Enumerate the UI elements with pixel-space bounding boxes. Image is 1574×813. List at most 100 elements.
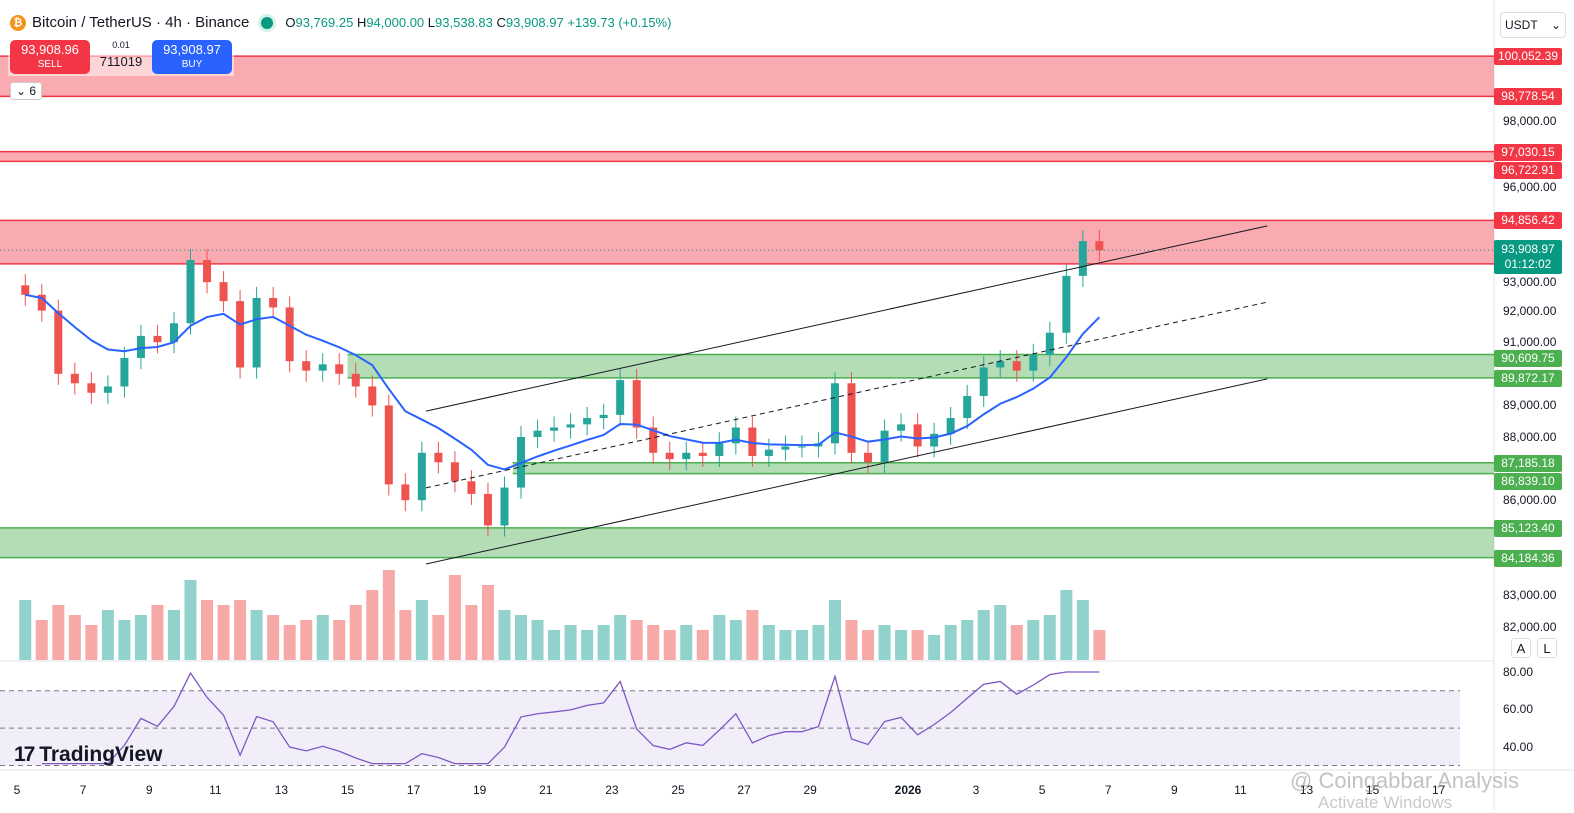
volume-bar <box>167 610 180 660</box>
candle <box>434 452 443 463</box>
zone-price-label: 85,123.40 <box>1494 519 1562 537</box>
volume-bar <box>944 625 957 660</box>
activation-notice: Activate Windows <box>1318 793 1453 812</box>
volume-bar <box>779 630 792 660</box>
candle <box>417 452 426 501</box>
candle <box>351 373 360 387</box>
current-price-label: 93,908.97 01:12:02 <box>1494 240 1562 275</box>
candle <box>87 383 96 393</box>
volume-bar <box>1076 600 1089 660</box>
candle <box>963 395 972 419</box>
rsi-line <box>41 671 1100 765</box>
zone-support <box>0 527 1494 558</box>
log-scale-button[interactable]: L <box>1537 638 1557 658</box>
candle <box>219 282 228 302</box>
candle <box>1095 241 1104 251</box>
time-tick: 3 <box>972 783 980 797</box>
volume-bar <box>564 625 577 660</box>
trade-panel: 93,908.96 SELL 0.01 711019 93,908.97 BUY <box>8 38 234 76</box>
volume-bar <box>1010 625 1023 660</box>
volume-bar <box>1027 620 1040 660</box>
candle <box>203 260 212 283</box>
time-tick: 19 <box>473 783 487 797</box>
tradingview-logo: 17 TradingView <box>14 743 163 766</box>
zone-price-label: 94,856.42 <box>1494 212 1562 230</box>
candle <box>797 446 806 448</box>
trendline-solid <box>425 378 1268 565</box>
buy-button[interactable]: 93,908.97 BUY <box>152 40 232 74</box>
volume-bar <box>250 610 263 660</box>
time-tick: 23 <box>605 783 619 797</box>
volume-bar <box>696 630 709 660</box>
volume-bar <box>465 605 478 660</box>
time-tick: 15 <box>340 783 355 797</box>
candle <box>748 427 757 456</box>
zone-price-label: 84,184.36 <box>1494 549 1562 567</box>
volume-bar <box>977 610 990 660</box>
volume-bar <box>415 600 428 660</box>
zone-resistance <box>0 56 1494 97</box>
zone-price-label: 100,052.39 <box>1494 48 1562 66</box>
volume-bar <box>234 600 247 660</box>
auto-scale-button[interactable]: A <box>1511 638 1531 658</box>
volume-bar <box>217 605 230 660</box>
time-tick: 15 <box>1365 783 1380 797</box>
volume-bar <box>333 620 346 660</box>
symbol-header: ₿ Bitcoin / TetherUS · 4h · Binance O93,… <box>10 14 671 31</box>
volume-bar <box>184 580 197 660</box>
candle <box>946 418 955 434</box>
zone-price-label: 96,722.91 <box>1494 161 1562 179</box>
symbol-title[interactable]: Bitcoin / TetherUS · 4h · Binance <box>32 14 250 31</box>
price-tick: 93,000.00 <box>1503 275 1557 290</box>
candle <box>847 383 856 453</box>
ohlc-values: O93,769.25 H94,000.00 L93,538.83 C93,908… <box>285 15 672 30</box>
candle <box>70 373 79 384</box>
candle <box>979 367 988 396</box>
candle <box>103 386 112 393</box>
volume-bar <box>1043 615 1056 660</box>
time-tick: 5 <box>1038 783 1046 797</box>
volume-bar <box>1093 630 1106 660</box>
price-tick: 91,000.00 <box>1503 335 1557 350</box>
volume-bar <box>630 620 643 660</box>
volume-bar <box>597 625 610 660</box>
candle <box>682 452 691 460</box>
price-tick: 92,000.00 <box>1503 303 1557 318</box>
candle <box>665 452 674 460</box>
volume-bar <box>746 610 759 660</box>
volume-bar <box>911 630 924 660</box>
candle <box>483 493 492 526</box>
indicators-toggle[interactable]: ⌄ 6 <box>10 82 43 100</box>
watermark: @ Coingabbar Analysis <box>1290 768 1520 793</box>
price-tick: 86,000.00 <box>1503 493 1557 508</box>
zone-price-label: 97,030.15 <box>1494 143 1562 161</box>
quantity-field[interactable]: 0.01 711019 <box>99 40 143 69</box>
volume-bar <box>101 610 114 660</box>
volume-bar <box>349 605 362 660</box>
time-tick: 27 <box>737 783 751 797</box>
price-tick: 89,000.00 <box>1503 398 1557 413</box>
volume-bar <box>316 615 329 660</box>
sell-button[interactable]: 93,908.96 SELL <box>10 40 90 74</box>
volume-bar <box>68 615 81 660</box>
rsi-tick: 60.00 <box>1503 702 1534 717</box>
time-tick: 13 <box>1299 783 1314 797</box>
candle <box>715 443 724 456</box>
volume-bar <box>201 600 214 660</box>
candle <box>169 323 178 343</box>
candle <box>186 260 195 324</box>
market-open-icon <box>261 16 274 29</box>
zone-support <box>512 462 1494 474</box>
candle <box>401 484 410 501</box>
volume-bar <box>928 635 941 660</box>
time-tick: 11 <box>209 783 222 797</box>
volume-bar <box>581 630 594 660</box>
zone-price-label: 98,778.54 <box>1494 88 1562 106</box>
price-tick: 96,000.00 <box>1503 179 1557 194</box>
volume-bar <box>399 610 412 660</box>
currency-select[interactable]: USDT ⌄ <box>1500 12 1566 38</box>
price-tick: 82,000.00 <box>1503 619 1557 634</box>
volume-bar <box>531 620 544 660</box>
time-tick: 17 <box>406 783 421 797</box>
